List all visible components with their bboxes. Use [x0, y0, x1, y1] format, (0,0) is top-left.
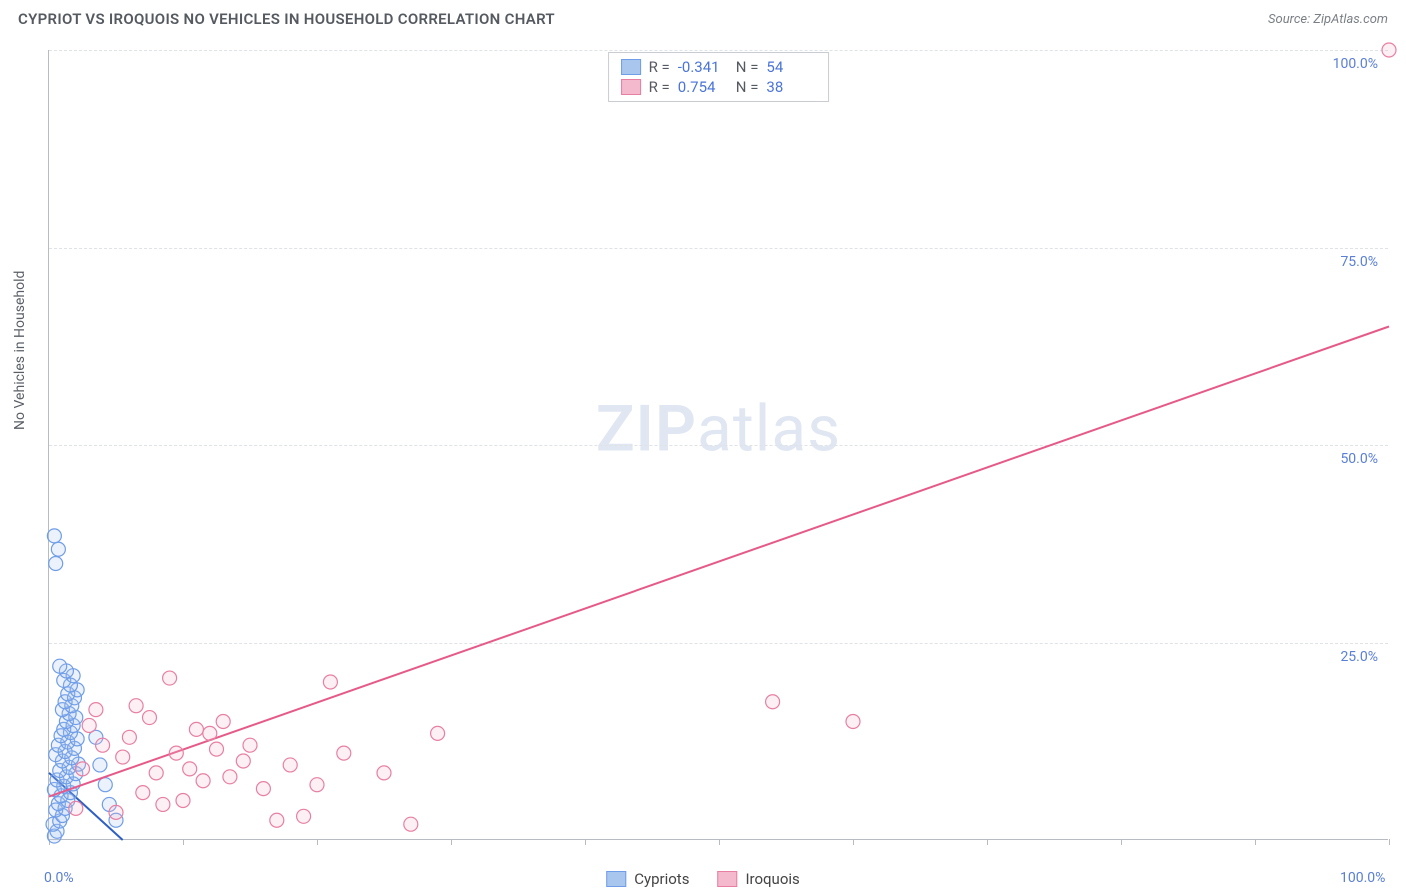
data-point	[96, 738, 110, 752]
correlation-legend: R = -0.341 N = 54 R = 0.754 N = 38	[608, 52, 830, 102]
legend-r-value: 0.754	[678, 78, 728, 96]
data-point	[236, 754, 250, 768]
data-point	[1382, 43, 1396, 57]
legend-row: R = -0.341 N = 54	[621, 57, 817, 77]
source-label: Source: ZipAtlas.com	[1268, 12, 1388, 27]
data-point	[116, 750, 130, 764]
data-point	[183, 762, 197, 776]
x-tick	[719, 839, 720, 845]
data-point	[76, 762, 90, 776]
legend-r-label: R =	[649, 58, 670, 76]
data-point	[256, 782, 270, 796]
legend-r-value: -0.341	[678, 58, 728, 76]
y-tick-label: 75.0%	[1340, 254, 1378, 270]
legend-r-label: R =	[649, 78, 670, 96]
legend-swatch	[621, 79, 641, 95]
data-point	[216, 715, 230, 729]
data-point	[196, 774, 210, 788]
data-point	[82, 718, 96, 732]
data-point	[243, 738, 257, 752]
legend-n-label: N =	[736, 58, 759, 76]
x-tick-label: 100.0%	[1340, 870, 1385, 886]
data-point	[210, 742, 224, 756]
data-point	[69, 801, 83, 815]
x-tick	[183, 839, 184, 845]
legend-n-value: 38	[766, 78, 816, 96]
y-tick-label: 100.0%	[1333, 56, 1378, 72]
data-point	[122, 730, 136, 744]
data-point	[53, 659, 67, 673]
x-tick	[1389, 839, 1390, 845]
x-tick	[1121, 839, 1122, 845]
x-tick	[585, 839, 586, 845]
data-point	[337, 746, 351, 760]
data-point	[169, 746, 183, 760]
data-point	[149, 766, 163, 780]
data-point	[203, 726, 217, 740]
x-tick	[987, 839, 988, 845]
data-point	[136, 786, 150, 800]
data-point	[163, 671, 177, 685]
data-point	[47, 529, 61, 543]
legend-swatch	[717, 871, 737, 887]
x-tick-label: 0.0%	[44, 870, 74, 886]
scatter-svg	[49, 50, 1388, 839]
y-axis-label: No Vehicles in Household	[12, 271, 28, 430]
chart-title: CYPRIOT VS IROQUOIS NO VEHICLES IN HOUSE…	[18, 10, 555, 28]
x-tick	[1255, 839, 1256, 845]
bottom-legend: Cypriots Iroquois	[606, 870, 800, 888]
data-point	[189, 722, 203, 736]
data-point	[431, 726, 445, 740]
data-point	[89, 703, 103, 717]
data-point	[297, 809, 311, 823]
legend-n-label: N =	[736, 78, 759, 96]
legend-swatch	[621, 59, 641, 75]
data-point	[93, 758, 107, 772]
legend-row: R = 0.754 N = 38	[621, 77, 817, 97]
data-point	[283, 758, 297, 772]
legend-label: Iroquois	[745, 870, 799, 888]
y-tick-label: 25.0%	[1340, 649, 1378, 665]
legend-label: Cypriots	[634, 870, 689, 888]
legend-swatch	[606, 871, 626, 887]
bottom-legend-item: Cypriots	[606, 870, 689, 888]
data-point	[766, 695, 780, 709]
data-point	[156, 797, 170, 811]
data-point	[143, 711, 157, 725]
data-point	[404, 817, 418, 831]
data-point	[129, 699, 143, 713]
data-point	[98, 778, 112, 792]
x-tick	[317, 839, 318, 845]
data-point	[176, 794, 190, 808]
y-tick-label: 50.0%	[1340, 451, 1378, 467]
bottom-legend-item: Iroquois	[717, 870, 799, 888]
data-point	[846, 715, 860, 729]
x-tick	[853, 839, 854, 845]
trend-line	[49, 327, 1389, 797]
data-point	[377, 766, 391, 780]
data-point	[323, 675, 337, 689]
chart-plot-area: ZIPatlas R =-0.341N =54R =0.754N =38 25.…	[48, 50, 1388, 840]
data-point	[51, 542, 65, 556]
data-point	[270, 813, 284, 827]
legend-n-value: 54	[766, 58, 816, 76]
data-point	[310, 778, 324, 792]
data-point	[109, 805, 123, 819]
data-point	[49, 557, 63, 571]
data-point	[223, 770, 237, 784]
x-tick	[451, 839, 452, 845]
